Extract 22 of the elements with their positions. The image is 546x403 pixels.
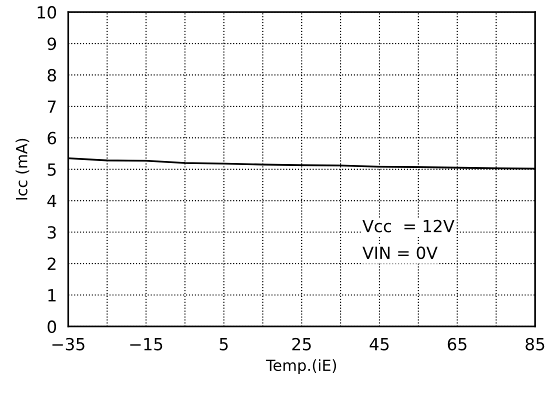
y-tick-label: 2 (48, 258, 56, 270)
y-tick-label: 3 (48, 226, 56, 239)
y-tick-label: 4 (47, 194, 56, 208)
y-tick-label: 7 (48, 100, 56, 113)
y-tick-label: 9 (48, 37, 56, 50)
x-axis-title: Temp.(iE) (266, 359, 336, 374)
x-tick-label: 25 (292, 338, 311, 350)
y-tick-label: 1 (48, 289, 56, 302)
x-tick-label: 85 (526, 338, 544, 350)
y-axis-title: Icc (mA) (16, 138, 30, 200)
x-tick-label: −35 (52, 338, 84, 350)
y-tick-label: 0 (48, 320, 56, 333)
annotation: Vcc = 12V (362, 220, 454, 232)
x-tick-label: 65 (448, 338, 466, 350)
y-tick-label: 10 (38, 6, 56, 19)
x-tick-label: −15 (130, 338, 162, 350)
y-tick-label: 6 (48, 132, 56, 144)
y-tick-label: 8 (48, 68, 56, 82)
annotation: VIN = 0V (362, 246, 438, 260)
x-tick-label: 45 (370, 338, 389, 350)
x-tick-label: 5 (220, 338, 228, 350)
y-tick-label: 5 (48, 163, 56, 176)
